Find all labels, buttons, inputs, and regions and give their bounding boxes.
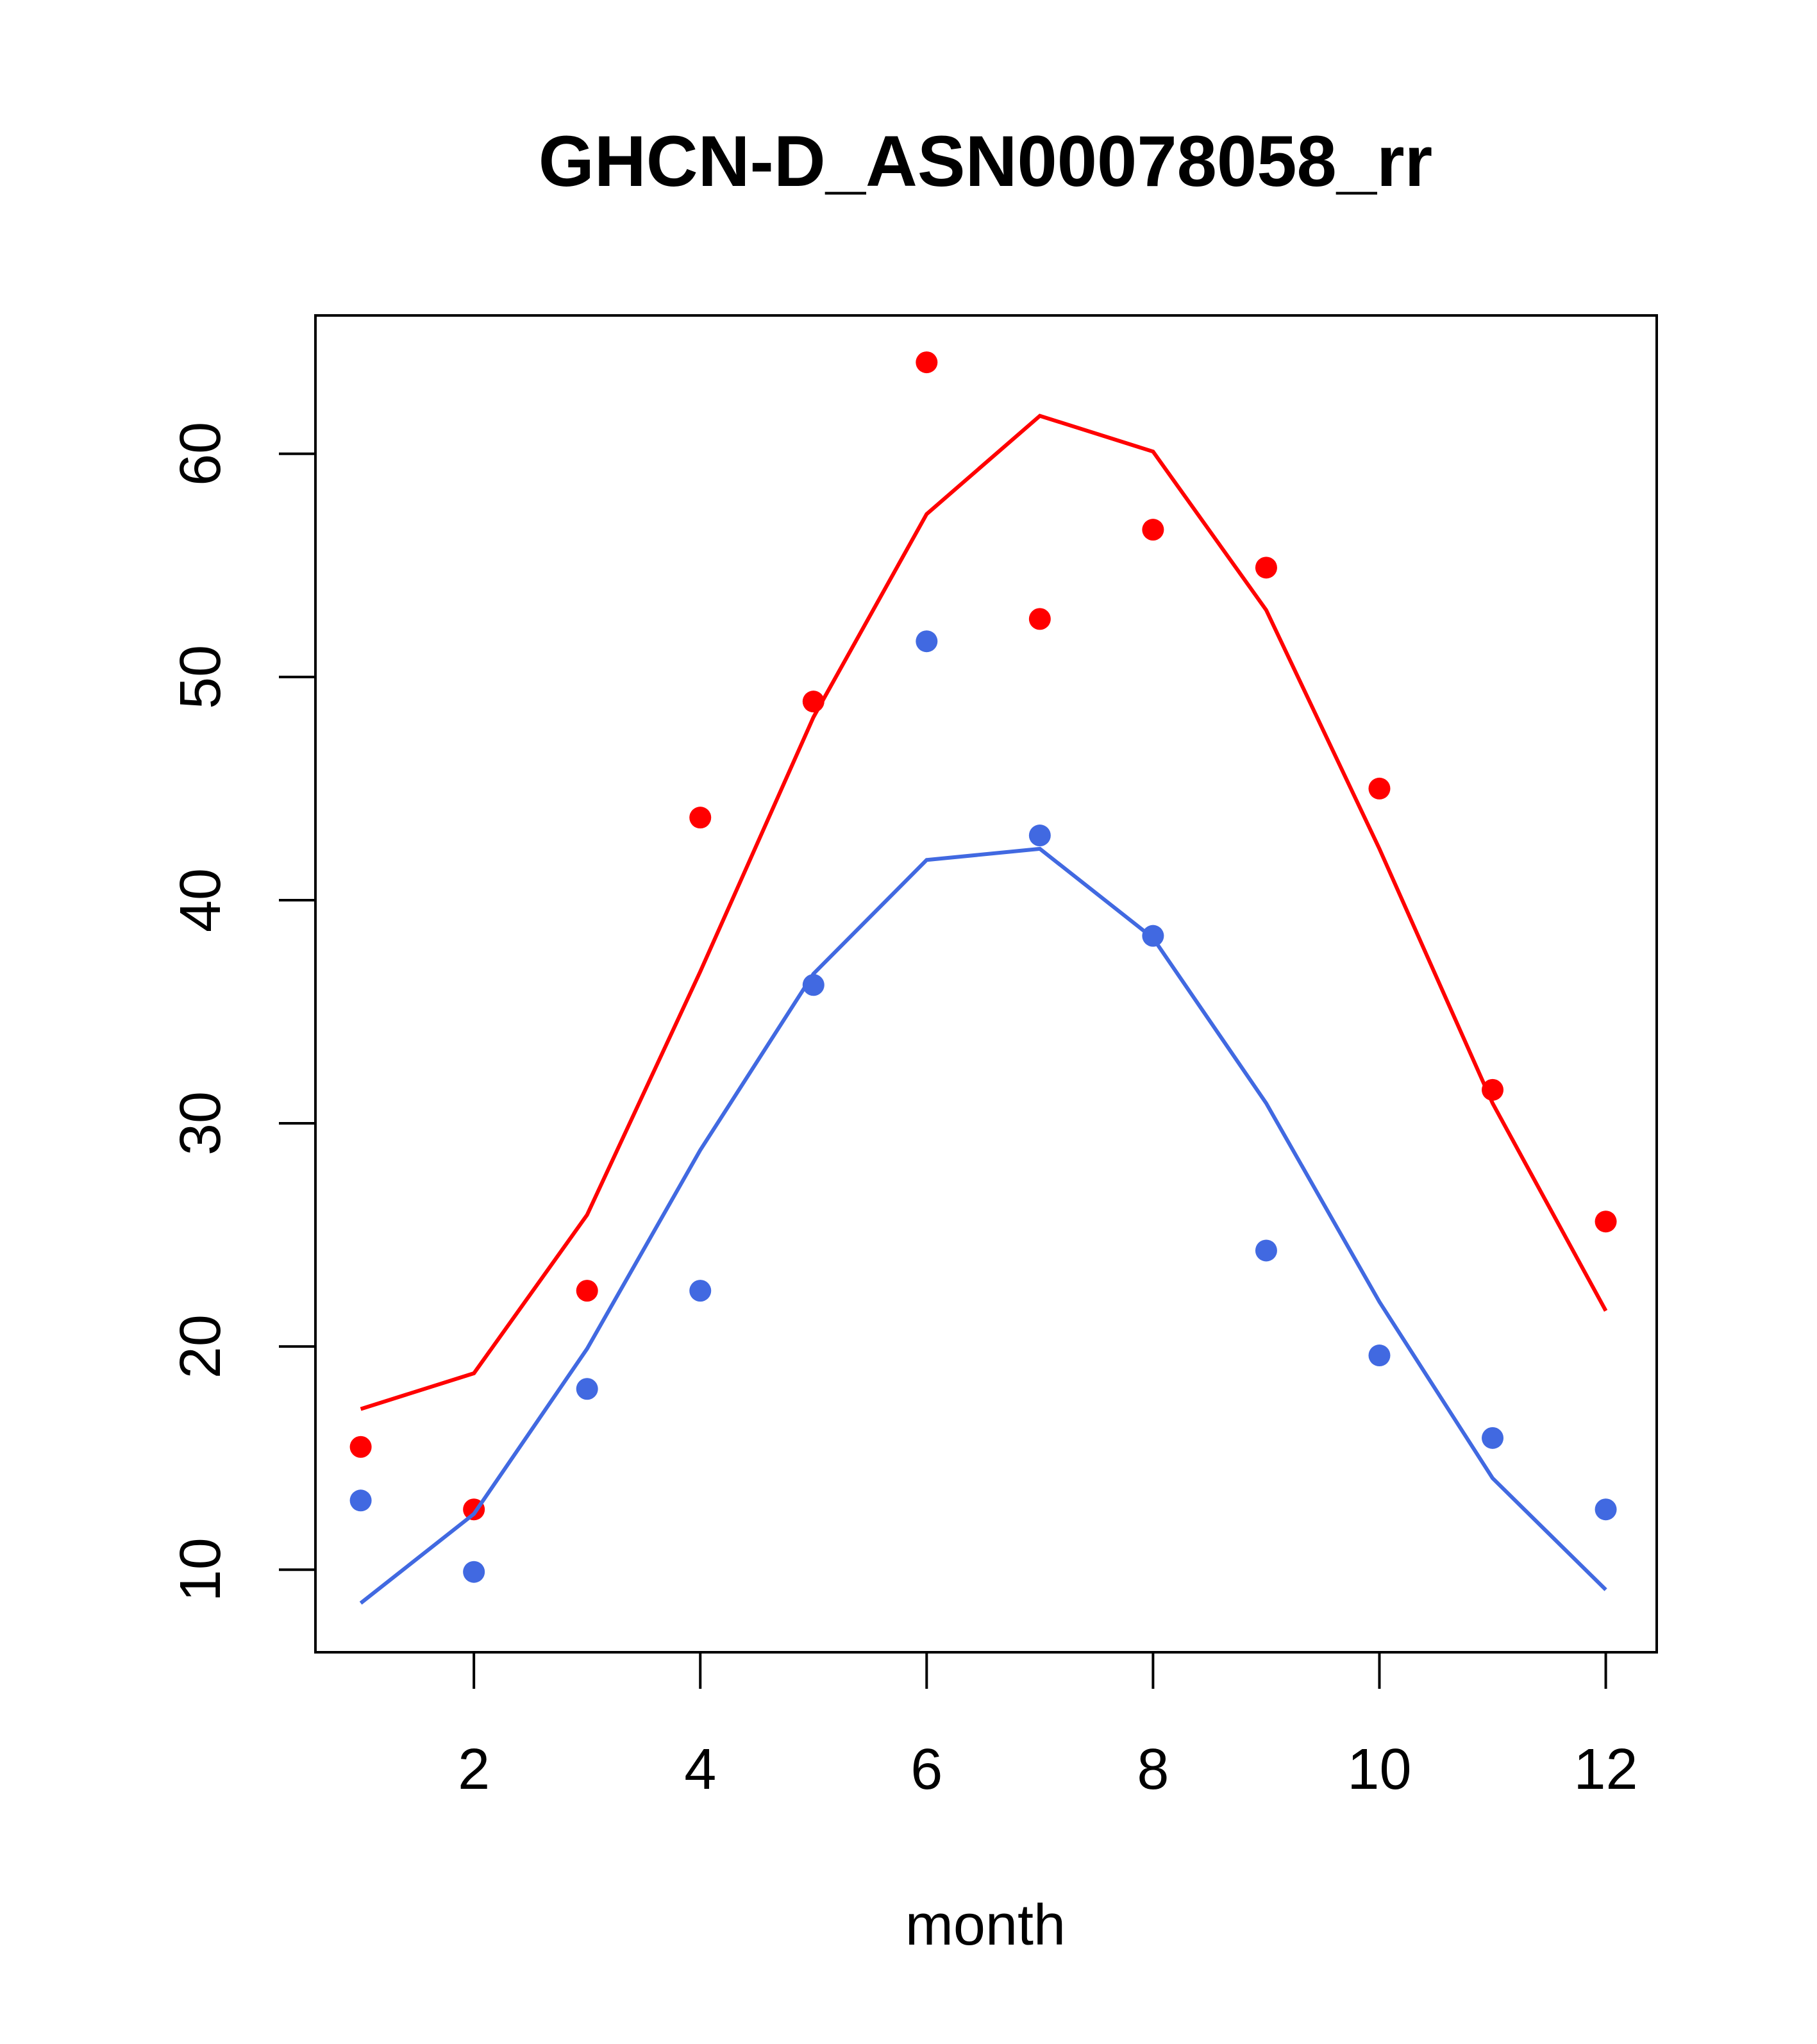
data-point-red — [1255, 557, 1277, 579]
y-tick-label: 20 — [169, 1314, 233, 1378]
data-point-blue — [802, 974, 825, 996]
x-tick-label: 2 — [458, 1738, 490, 1802]
data-point-red — [349, 1436, 372, 1458]
data-point-red — [1028, 608, 1051, 630]
data-point-red — [1368, 777, 1391, 800]
data-point-blue — [1368, 1345, 1391, 1367]
x-tick-label: 8 — [1137, 1738, 1169, 1802]
data-point-blue — [576, 1378, 598, 1400]
data-point-blue — [916, 630, 938, 653]
x-axis: 2 4 6 8 10 12 — [458, 1651, 1638, 1802]
data-point-blue — [1142, 925, 1164, 947]
y-axis: 10 20 30 40 50 60 — [169, 422, 317, 1602]
data-point-blue — [1482, 1427, 1504, 1449]
x-tick-label: 10 — [1347, 1738, 1411, 1802]
data-point-blue — [689, 1280, 712, 1302]
x-tick-label: 6 — [910, 1738, 942, 1802]
data-point-blue — [349, 1489, 372, 1512]
y-tick-label: 10 — [169, 1537, 233, 1602]
data-point-red — [802, 691, 825, 713]
series-line-red — [360, 414, 1608, 1411]
chart-title: GHCN-D_ASN00078058_rr — [539, 121, 1432, 201]
series-line-blue — [359, 846, 1607, 1605]
y-tick-label: 60 — [169, 422, 233, 486]
data-point-red — [916, 351, 938, 374]
y-tick-label: 30 — [169, 1091, 233, 1155]
x-tick-label: 4 — [684, 1738, 716, 1802]
data-point-red — [576, 1280, 598, 1302]
x-tick-label: 12 — [1574, 1738, 1638, 1802]
y-tick-label: 50 — [169, 645, 233, 709]
series-layer — [349, 351, 1617, 1605]
data-point-blue — [1028, 825, 1051, 847]
data-point-blue — [1595, 1498, 1617, 1521]
data-point-blue — [463, 1561, 485, 1583]
data-point-red — [1482, 1078, 1504, 1101]
data-point-red — [689, 807, 712, 829]
data-point-red — [1595, 1210, 1617, 1233]
data-point-red — [1142, 519, 1164, 541]
data-point-blue — [1255, 1239, 1277, 1262]
y-tick-label: 40 — [169, 868, 233, 932]
x-axis-label: month — [905, 1893, 1066, 1957]
